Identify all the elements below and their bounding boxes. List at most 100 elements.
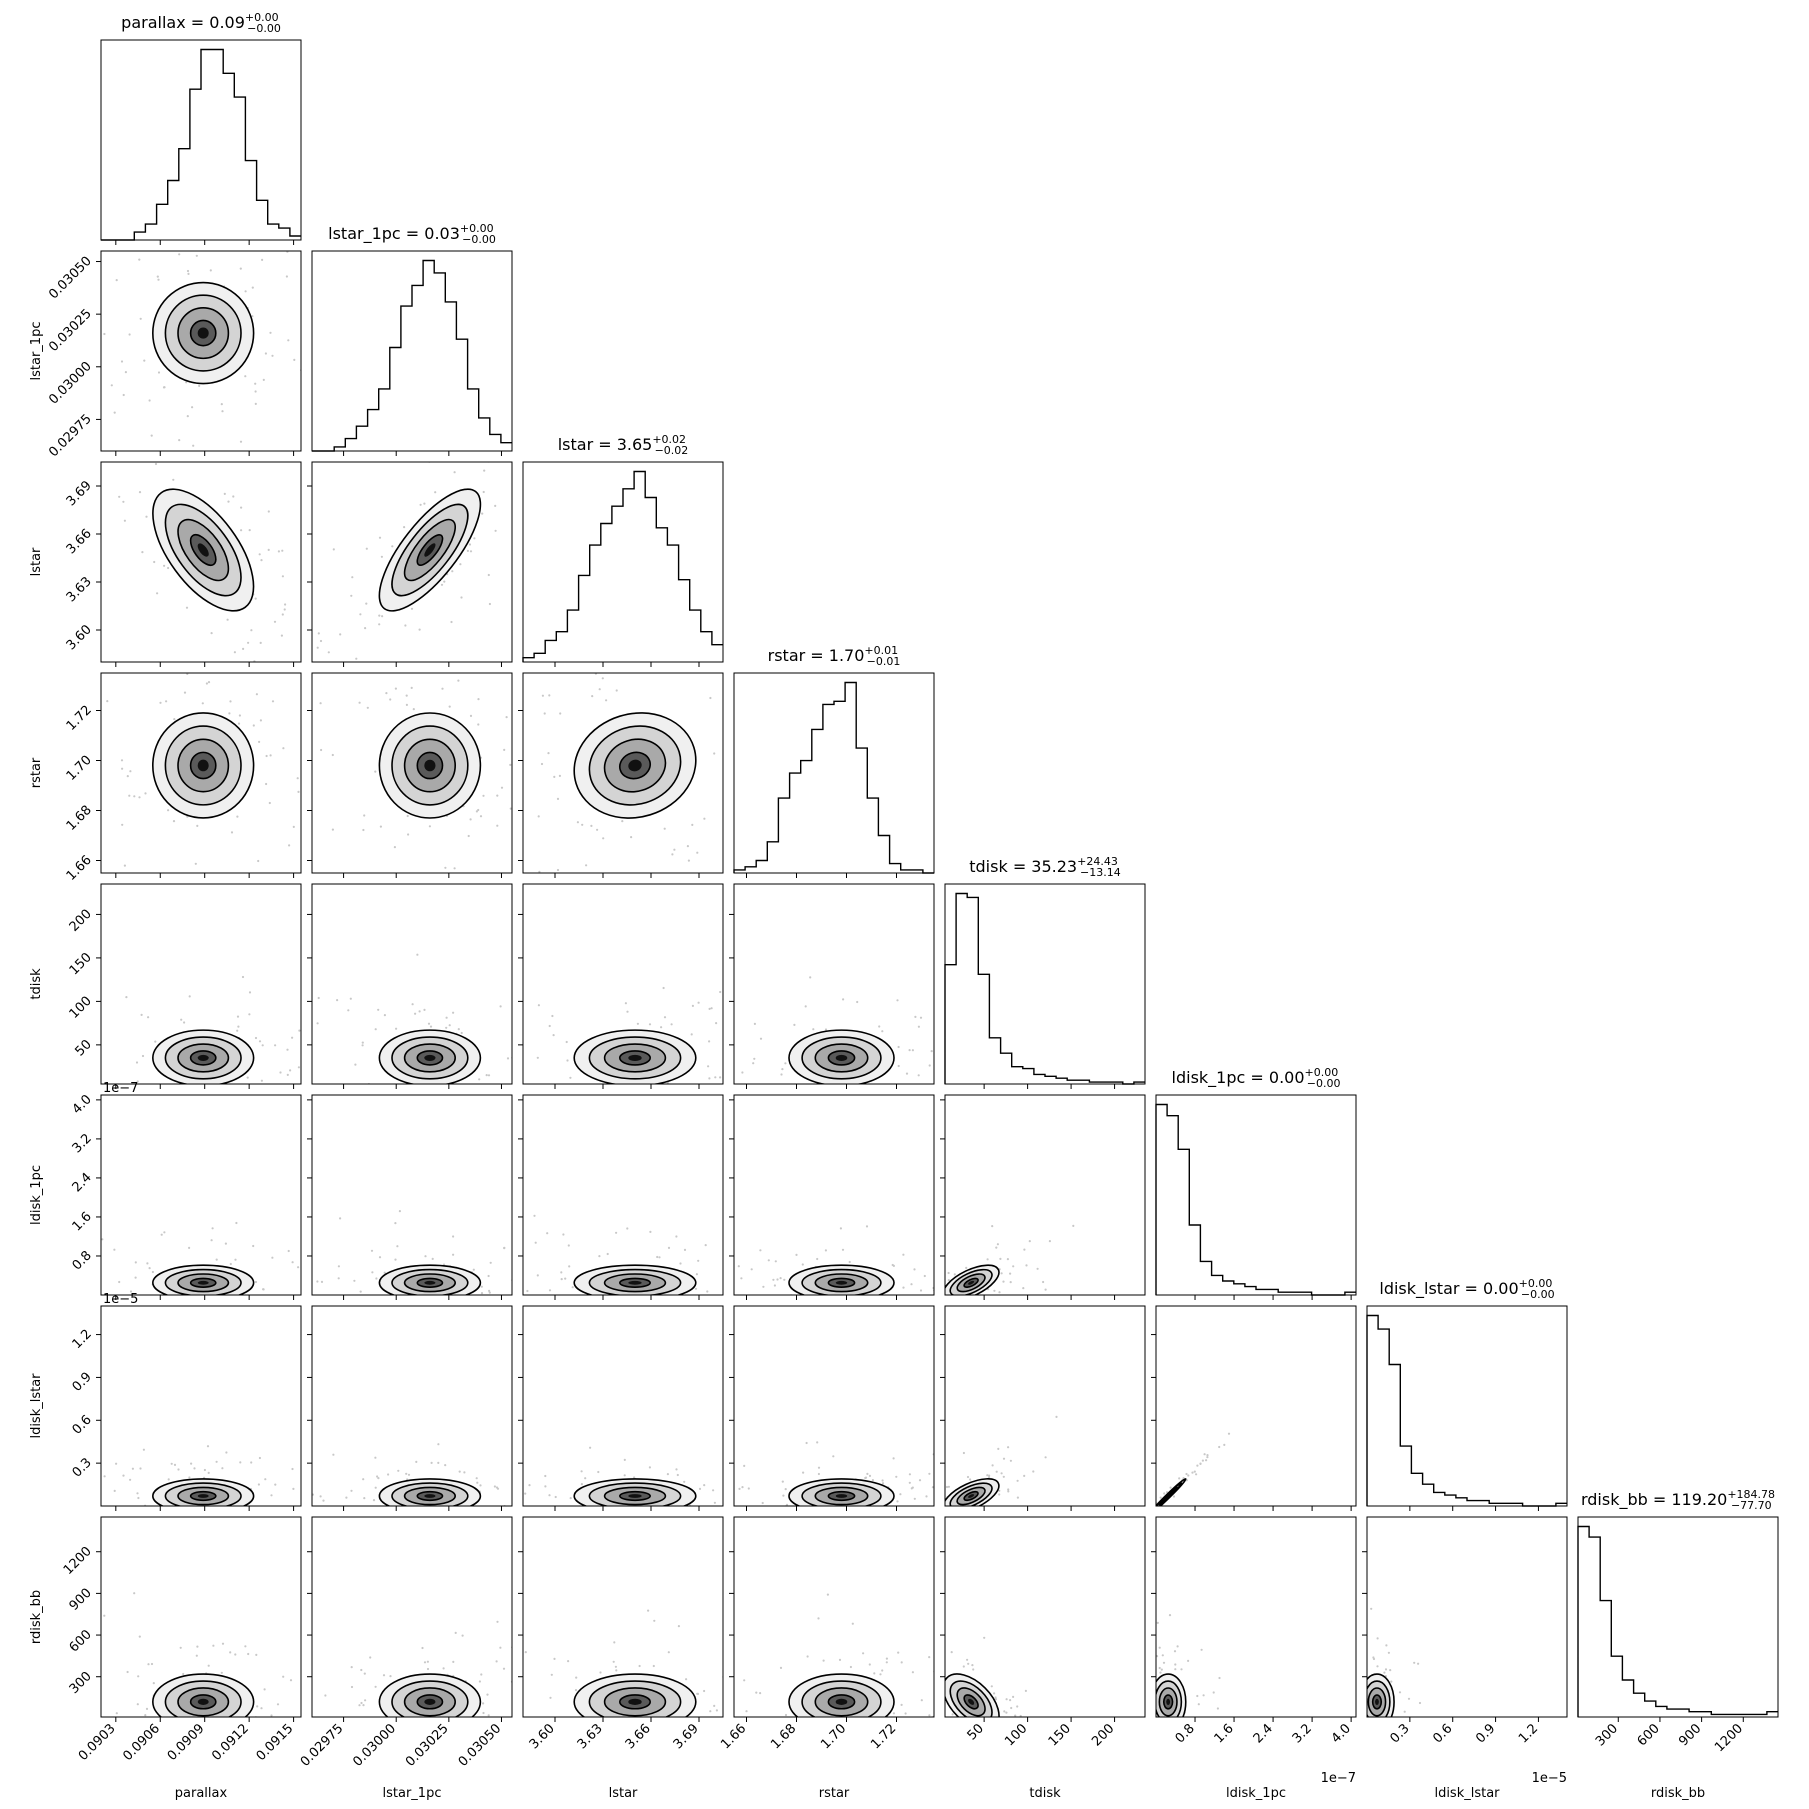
sample-point	[452, 1253, 455, 1256]
x-tick-label: 0.0912	[209, 1721, 252, 1764]
contour-line	[403, 1486, 456, 1506]
sample-point	[937, 1701, 939, 1703]
sample-point	[277, 550, 280, 553]
title-sub: −77.70	[1731, 1499, 1772, 1512]
sample-point	[817, 1617, 820, 1620]
sample-point	[349, 997, 352, 1000]
sample-point	[488, 602, 491, 606]
density-level	[1375, 1698, 1379, 1705]
sample-point	[139, 317, 142, 320]
sample-point	[709, 1710, 712, 1713]
sample-point	[642, 1301, 644, 1303]
sample-point	[458, 1470, 461, 1473]
histogram-rstar	[733, 681, 934, 874]
sample-point	[494, 529, 497, 532]
sample-point	[1409, 1750, 1411, 1752]
sample-point	[1157, 1754, 1159, 1756]
sample-point	[255, 1653, 258, 1656]
sample-point	[1163, 1773, 1165, 1775]
sample-point	[753, 1022, 757, 1025]
sample-point	[764, 1091, 766, 1093]
sample-point	[562, 1233, 565, 1236]
title-main: rstar = 1.70	[768, 646, 865, 665]
sample-point	[1148, 1516, 1150, 1518]
sample-point	[696, 1692, 700, 1695]
sample-point	[537, 815, 540, 818]
sample-point	[712, 1087, 714, 1089]
sample-point	[860, 1507, 862, 1509]
sample-point	[274, 1044, 277, 1047]
sample-point	[958, 1513, 960, 1515]
sample-point	[715, 1709, 719, 1712]
sample-point	[59, 519, 61, 521]
sample-point	[959, 1301, 961, 1303]
sample-point	[437, 1443, 440, 1446]
sample-point	[910, 1283, 913, 1286]
panel-ldisk_lstar-tdisk	[930, 1305, 1146, 1515]
sample-point	[385, 692, 388, 695]
sample-point	[505, 716, 508, 719]
sample-point	[1144, 1514, 1146, 1516]
sample-point	[185, 606, 189, 609]
sample-point	[1156, 1780, 1158, 1782]
sample-point	[107, 1718, 109, 1720]
sample-point	[1002, 1475, 1005, 1478]
sample-point	[506, 1057, 510, 1060]
histogram-rdisk_bb	[1577, 1525, 1778, 1717]
density-group	[98, 1221, 300, 1295]
sample-point	[238, 714, 241, 717]
sample-point	[998, 1732, 1000, 1734]
sample-point	[405, 1296, 407, 1298]
sample-point	[150, 1662, 154, 1666]
sample-point	[399, 1766, 401, 1768]
x-tick-label: 0.03025	[403, 1721, 452, 1770]
contour-line	[588, 725, 682, 806]
sample-point	[240, 506, 243, 509]
sample-point	[667, 1246, 671, 1249]
contour-line	[949, 1680, 993, 1717]
sample-point	[403, 526, 406, 529]
sample-point	[351, 576, 354, 579]
sample-point	[965, 1266, 968, 1269]
sample-point	[612, 1660, 615, 1663]
sample-point	[475, 810, 478, 813]
sample-point	[186, 1720, 188, 1722]
sample-point	[832, 1455, 835, 1458]
sample-point	[381, 615, 384, 618]
sample-point	[999, 1257, 1002, 1260]
sample-point	[1016, 1479, 1019, 1482]
sample-point	[904, 1712, 907, 1715]
sample-point	[782, 1494, 785, 1497]
contour-line	[603, 1687, 667, 1717]
sample-point	[945, 1485, 949, 1489]
title-sup: +0.00	[1305, 1066, 1339, 1079]
sample-point	[947, 1485, 951, 1488]
sample-point	[215, 1258, 218, 1261]
sample-point	[254, 382, 257, 385]
sample-point	[930, 1511, 932, 1513]
sample-point	[1009, 1459, 1013, 1462]
sample-point	[115, 1712, 118, 1715]
sample-point	[703, 1484, 706, 1487]
sample-point	[919, 1289, 923, 1292]
sample-point	[567, 1244, 570, 1247]
sample-point	[282, 747, 285, 750]
sample-point	[621, 820, 624, 823]
sample-point	[896, 999, 899, 1002]
sample-point	[389, 1675, 392, 1678]
sample-point	[1012, 1265, 1015, 1268]
sample-point	[728, 1512, 730, 1514]
y-tick-label: 900	[67, 1586, 95, 1614]
sample-point	[98, 1262, 100, 1264]
sample-point	[1159, 1671, 1162, 1674]
sample-point	[963, 1727, 965, 1729]
contour-line	[177, 1687, 230, 1717]
sample-point	[207, 1664, 210, 1667]
sample-point	[614, 1665, 618, 1668]
panel-frame	[311, 461, 513, 663]
sample-point	[468, 1768, 470, 1770]
sample-point	[856, 1000, 859, 1004]
sample-point	[445, 1026, 448, 1029]
x-tick-label: 100	[1002, 1721, 1030, 1749]
